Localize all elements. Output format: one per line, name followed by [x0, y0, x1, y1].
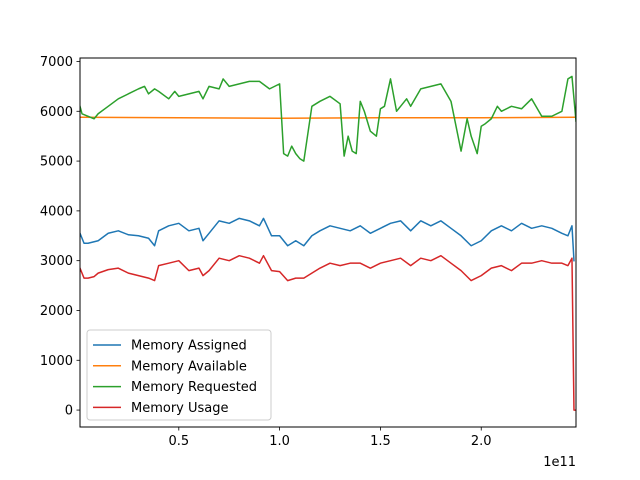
- legend: Memory Assigned Memory Available Memory Re…: [86, 329, 272, 421]
- y-tick-label: 6000: [40, 105, 73, 120]
- legend-label-memory-available: Memory Available: [131, 359, 247, 374]
- series-lines: [80, 75, 576, 411]
- x-axis-offset-label: 1e11: [543, 455, 576, 470]
- legend-box: [86, 329, 272, 421]
- y-tick-label: 7000: [40, 55, 73, 70]
- series-line-memory-available: [80, 116, 576, 120]
- legend-label-memory-requested: Memory Requested: [131, 380, 257, 395]
- y-axis: 0 1000 2000 3000 4000 5000 6000 7000: [40, 55, 80, 419]
- y-tick-label: 1000: [40, 354, 73, 369]
- axes-frame: [79, 57, 577, 428]
- y-tick-label: 2000: [40, 304, 73, 319]
- x-axis: 0.5 1.0 1.5 2.0: [168, 427, 492, 449]
- x-tick-label: 2.0: [471, 434, 492, 449]
- x-tick-label: 0.5: [168, 434, 189, 449]
- series-line-memory-assigned: [80, 217, 575, 262]
- y-tick-label: 5000: [40, 155, 73, 170]
- series-line-memory-usage: [80, 254, 576, 411]
- y-tick-label: 3000: [40, 254, 73, 269]
- x-tick-label: 1.5: [370, 434, 391, 449]
- y-tick-label: 0: [65, 404, 73, 419]
- y-tick-label: 4000: [40, 204, 73, 219]
- legend-label-memory-usage: Memory Usage: [131, 401, 229, 416]
- x-tick-label: 1.0: [269, 434, 290, 449]
- series-line-memory-requested: [80, 75, 576, 162]
- legend-label-memory-assigned: Memory Assigned: [131, 339, 247, 354]
